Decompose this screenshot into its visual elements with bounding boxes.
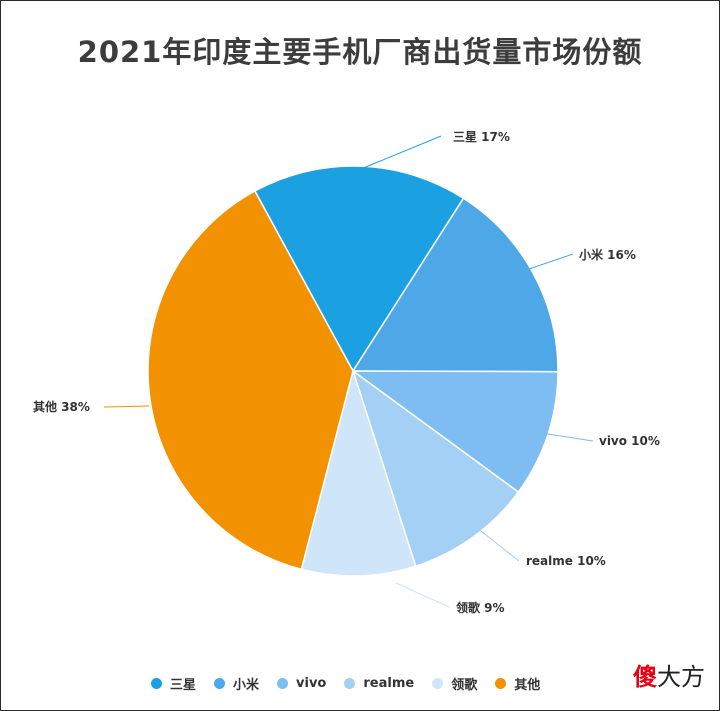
legend: 三星 小米 vivo realme 领歌 其他 xyxy=(151,671,540,695)
legend-swatch xyxy=(495,677,507,689)
legend-item-vivo[interactable]: vivo xyxy=(277,676,326,691)
legend-item-xiaomi[interactable]: 小米 xyxy=(214,674,259,693)
slice-label-5: 其他 38% xyxy=(33,399,90,414)
legend-label: 领歌 xyxy=(451,677,478,693)
leader-line-0 xyxy=(360,135,442,170)
pie-slice-4[interactable] xyxy=(300,368,417,577)
leader-line-2 xyxy=(540,432,594,442)
legend-item-sanxing[interactable]: 三星 xyxy=(151,674,196,693)
leader-line-3 xyxy=(480,530,520,562)
legend-label: 其他 xyxy=(514,677,541,693)
pie-slice-5[interactable] xyxy=(147,190,354,571)
pie-slice-0[interactable] xyxy=(253,165,465,373)
pie-slice-1[interactable] xyxy=(351,197,559,373)
slice-label-0: 三星 17% xyxy=(453,130,510,144)
legend-swatch xyxy=(277,677,289,689)
watermark-logo: 傻 大方 xyxy=(633,657,705,692)
legend-label: 小米 xyxy=(233,677,260,693)
pie-slice-2[interactable] xyxy=(350,370,559,494)
legend-label: 三星 xyxy=(170,677,197,693)
leader-line-1 xyxy=(528,253,574,270)
legend-swatch xyxy=(432,677,444,689)
legend-swatch xyxy=(344,677,356,689)
watermark-part2: 大方 xyxy=(657,663,705,691)
slice-labels: 三星 17% 小米 16% vivo 10% realme 10% 领歌 9% 其他 38… xyxy=(33,130,660,615)
legend-swatch xyxy=(151,677,162,689)
leader-lines xyxy=(103,135,594,608)
slice-label-1: 小米 16% xyxy=(579,247,636,262)
slice-label-2: vivo 10% xyxy=(599,434,660,448)
pie-slices xyxy=(147,165,559,577)
legend-item-lingge[interactable]: 领歌 xyxy=(432,674,477,693)
leader-line-4 xyxy=(395,582,450,608)
watermark-part1: 傻 xyxy=(633,663,657,691)
slice-label-4: 领歌 9% xyxy=(456,600,505,615)
leader-line-5 xyxy=(103,405,150,408)
slice-label-3: realme 10% xyxy=(526,554,606,568)
chart-title: 2021年印度主要手机厂商出货量市场份额 xyxy=(77,35,643,69)
legend-item-realme[interactable]: realme xyxy=(344,676,414,691)
legend-label: realme xyxy=(363,675,415,691)
legend-label: vivo xyxy=(296,675,327,691)
legend-swatch xyxy=(214,677,226,689)
pie-slice-3[interactable] xyxy=(351,369,520,568)
legend-item-qita[interactable]: 其他 xyxy=(495,674,540,693)
